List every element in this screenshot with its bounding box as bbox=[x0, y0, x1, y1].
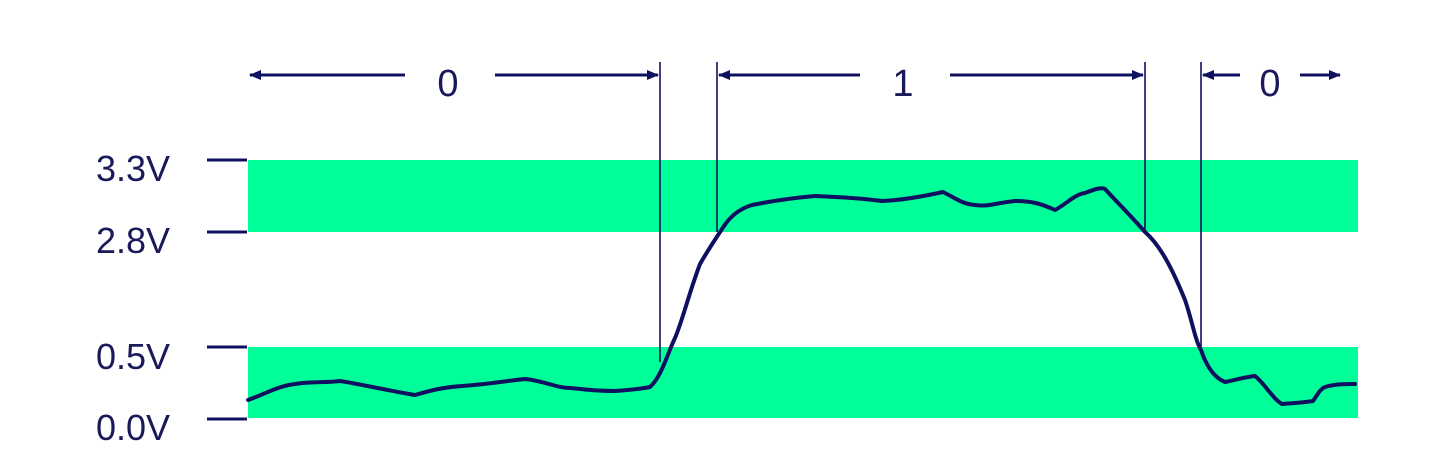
voltage-label-3.3v: 3.3V bbox=[96, 148, 170, 189]
voltage-label-0.5v: 0.5V bbox=[96, 336, 170, 377]
signal-waveform bbox=[246, 186, 1357, 406]
bit-label-0: 0 bbox=[437, 63, 458, 105]
logic-low-band bbox=[248, 347, 1358, 418]
voltage-label-0.0v: 0.0V bbox=[96, 407, 170, 448]
bit-label-0-second: 0 bbox=[1259, 63, 1280, 105]
voltage-label-2.8v: 2.8V bbox=[96, 220, 170, 261]
bit-label-1: 1 bbox=[892, 63, 913, 105]
